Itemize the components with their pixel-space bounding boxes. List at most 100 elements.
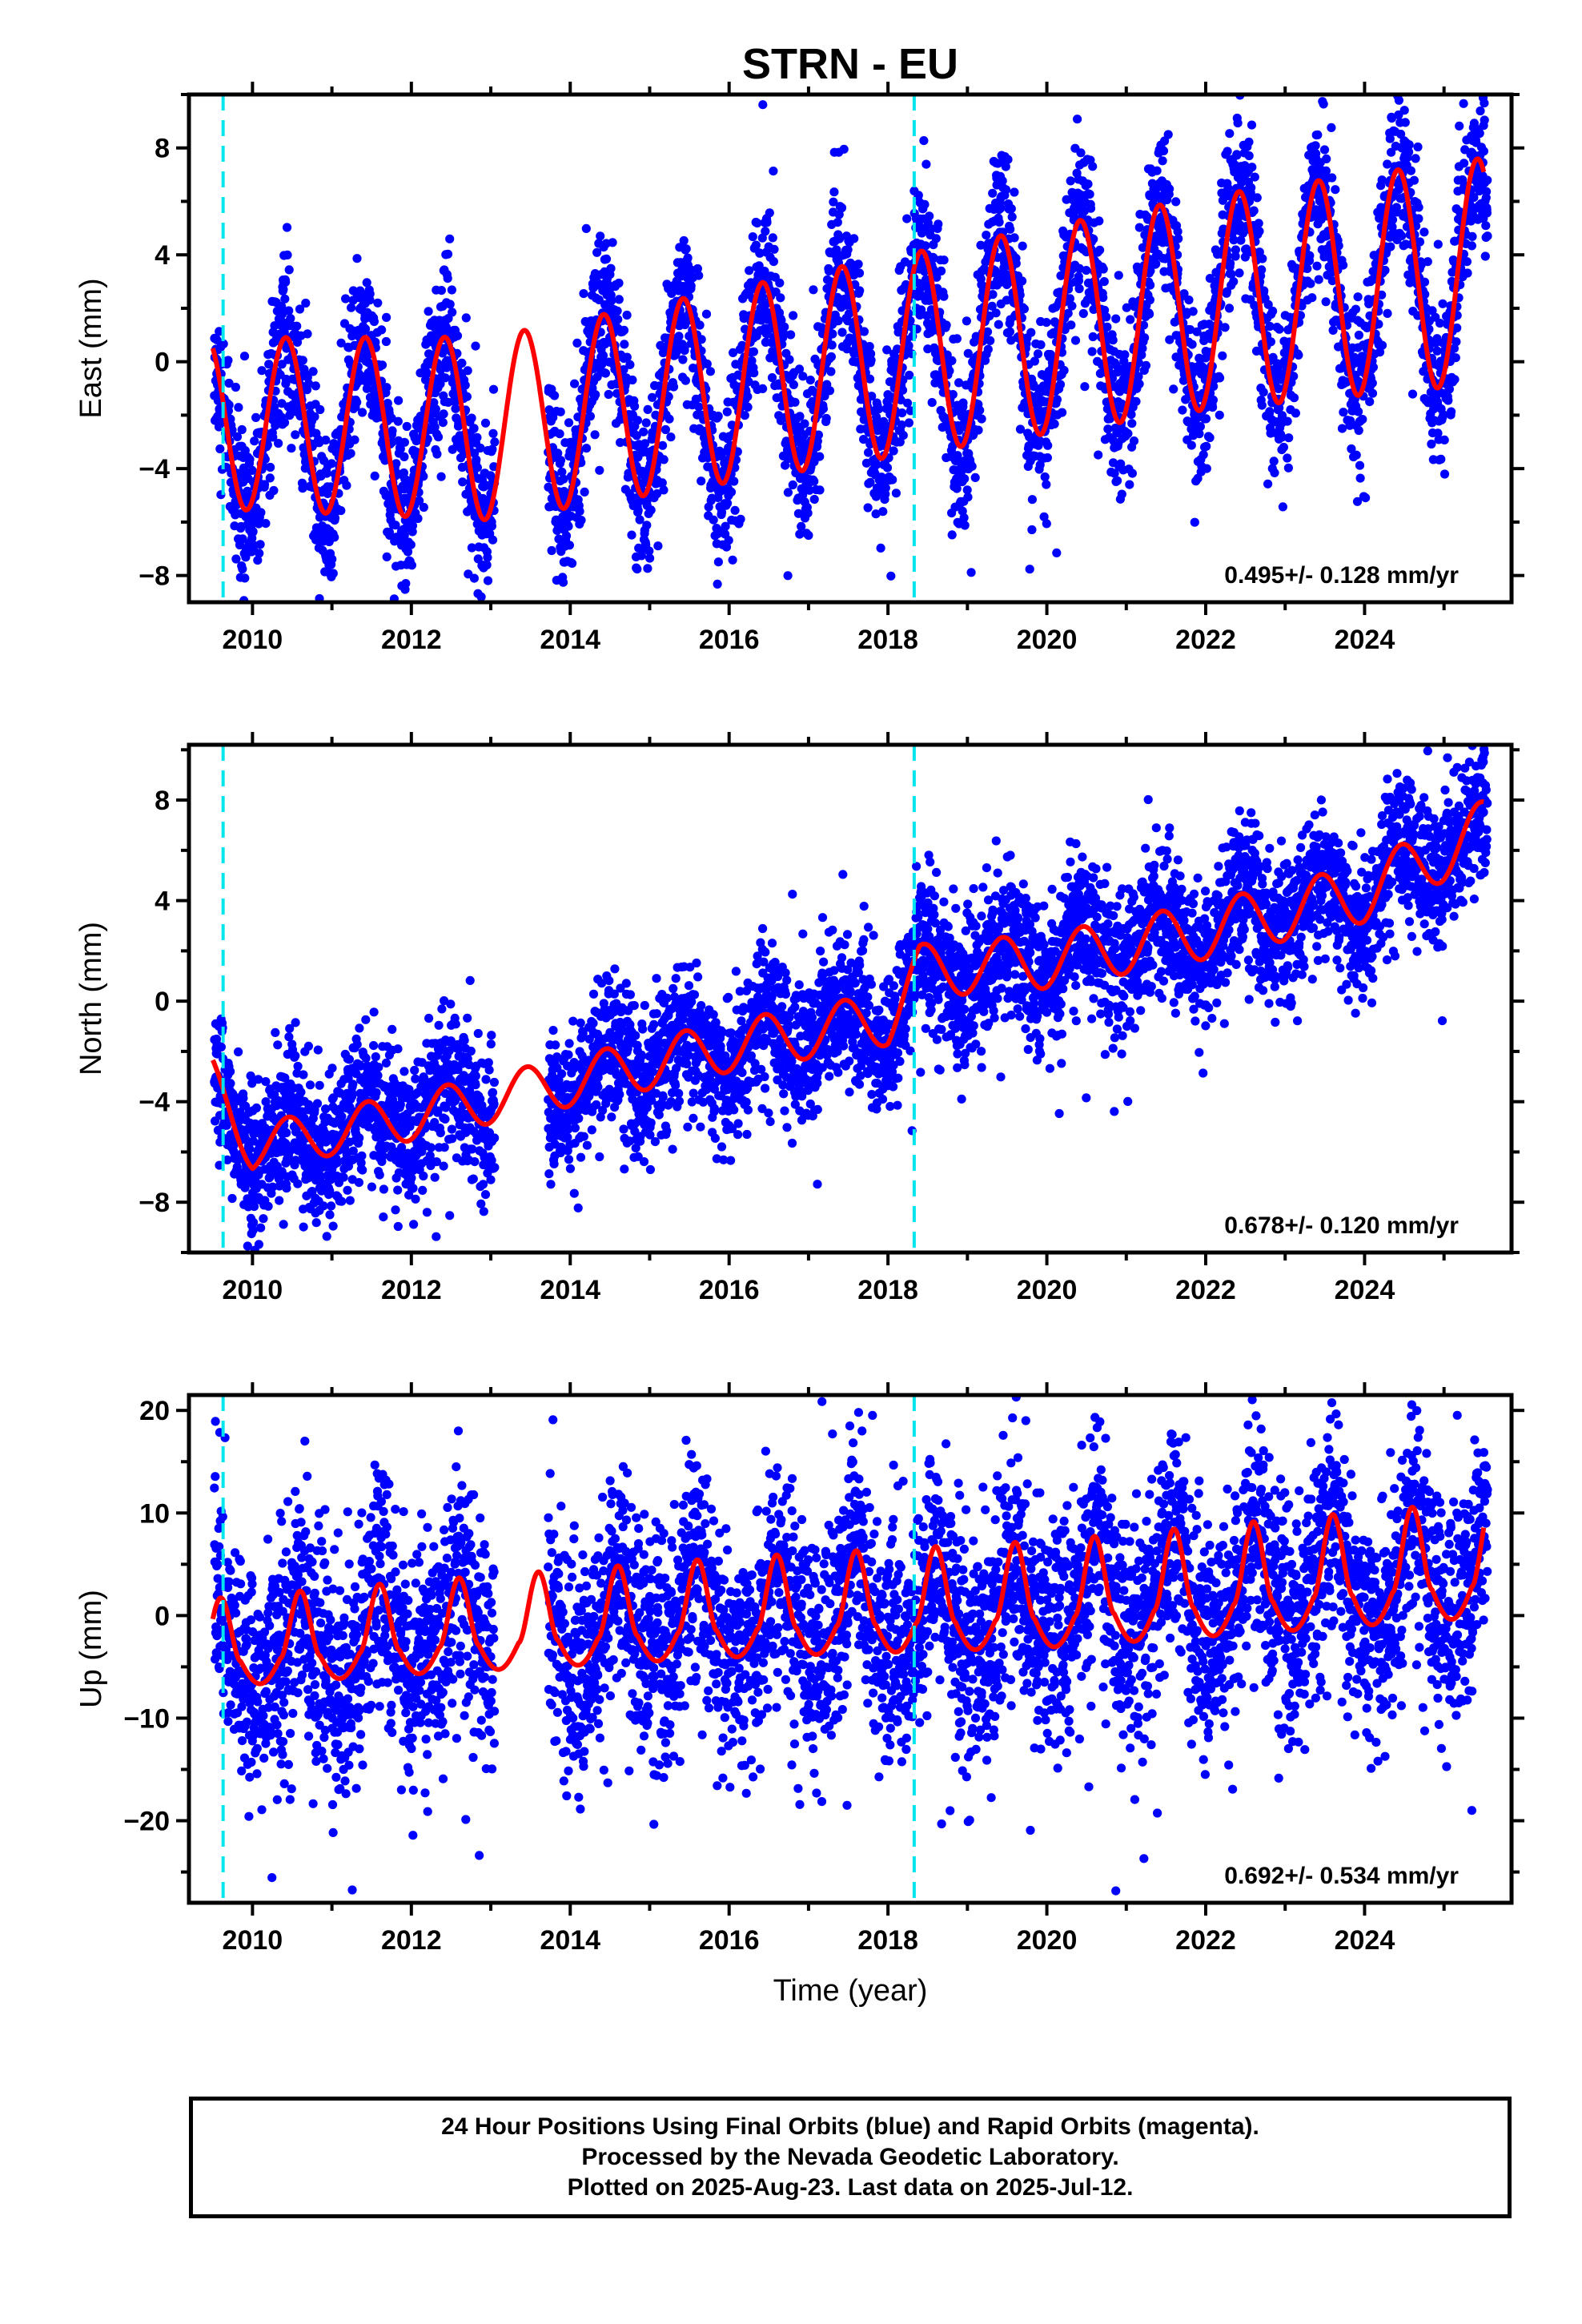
data-point [460, 380, 470, 390]
data-point [825, 386, 835, 396]
data-point [1319, 99, 1328, 109]
data-point [1439, 469, 1450, 479]
data-point [768, 233, 777, 243]
data-point [319, 609, 327, 617]
data-point [490, 437, 500, 447]
data-point [748, 232, 757, 242]
data-point [829, 197, 838, 207]
data-point [1188, 307, 1198, 316]
data-point [1383, 23, 1392, 32]
data-point [1355, 473, 1365, 483]
data-point [743, 402, 753, 412]
data-point [239, 352, 250, 361]
data-point [1140, 333, 1150, 343]
data-point [680, 342, 689, 352]
data-point [614, 278, 624, 288]
data-point [311, 381, 320, 391]
data-point [581, 223, 591, 233]
data-point [1365, 397, 1375, 407]
data-point [254, 519, 263, 529]
data-point [347, 303, 356, 312]
data-point [257, 366, 267, 376]
data-point [826, 352, 836, 362]
data-point [1229, 277, 1239, 287]
data-point [281, 277, 291, 287]
data-point [327, 554, 337, 564]
data-point [1076, 148, 1086, 158]
data-point [713, 557, 724, 567]
data-point [1074, 275, 1084, 285]
data-point [1163, 130, 1173, 139]
data-point [982, 231, 991, 240]
data-point [1052, 548, 1062, 558]
data-point [308, 367, 318, 376]
data-point [795, 529, 805, 539]
data-point [461, 313, 471, 323]
data-point [1361, 493, 1371, 503]
data-point [487, 521, 497, 531]
data-point [1145, 309, 1154, 319]
data-point [350, 435, 359, 444]
data-point [783, 488, 793, 497]
data-point [607, 296, 616, 305]
data-point [643, 404, 652, 414]
data-point [888, 475, 897, 485]
data-point [804, 530, 813, 541]
data-point [391, 521, 400, 530]
data-point [279, 418, 290, 428]
data-point [256, 508, 266, 517]
data-point [559, 474, 568, 484]
data-point [798, 372, 808, 381]
panel-east: 2010 2012 2014 2016 2018 2020 2022 2024−8−4048E… [74, 23, 1524, 655]
data-point [854, 268, 865, 278]
data-point [330, 533, 339, 542]
data-point [902, 398, 913, 408]
data-point [1436, 454, 1446, 464]
x-tick-label: 2024 [1335, 625, 1395, 655]
data-point [1263, 479, 1273, 489]
data-point [1367, 388, 1378, 398]
data-point [1439, 435, 1449, 445]
data-point [652, 489, 662, 499]
data-point [1480, 99, 1489, 108]
data-point [749, 347, 759, 356]
data-point [893, 344, 902, 354]
data-point [469, 424, 479, 433]
data-point [1482, 208, 1492, 218]
data-point [1387, 215, 1398, 224]
data-point [1464, 62, 1473, 71]
data-point [898, 431, 908, 440]
data-point [488, 535, 498, 545]
data-point [1355, 460, 1365, 470]
data-point [1158, 146, 1169, 155]
data-point [291, 430, 300, 440]
data-point [1467, 241, 1476, 251]
data-point [255, 549, 264, 558]
data-point [920, 199, 930, 209]
data-point [729, 476, 739, 486]
data-point [622, 310, 632, 320]
data-point [467, 413, 476, 423]
data-point [595, 465, 604, 475]
data-point [432, 449, 442, 459]
data-point [1275, 324, 1284, 334]
data-point [1043, 440, 1053, 450]
data-point [553, 448, 563, 458]
data-point [780, 322, 789, 332]
data-point [874, 404, 884, 414]
data-point [1354, 407, 1363, 416]
data-point [467, 543, 477, 553]
data-point [947, 356, 957, 365]
data-point [639, 609, 648, 618]
data-point [266, 462, 275, 472]
data-point [1399, 106, 1409, 115]
data-point [281, 374, 291, 384]
data-point [937, 266, 946, 275]
data-point [270, 321, 279, 331]
data-point [342, 480, 351, 490]
data-point [1306, 279, 1315, 288]
data-point [686, 281, 696, 291]
data-point [882, 463, 893, 472]
data-point [648, 429, 658, 439]
data-point [1027, 525, 1037, 535]
